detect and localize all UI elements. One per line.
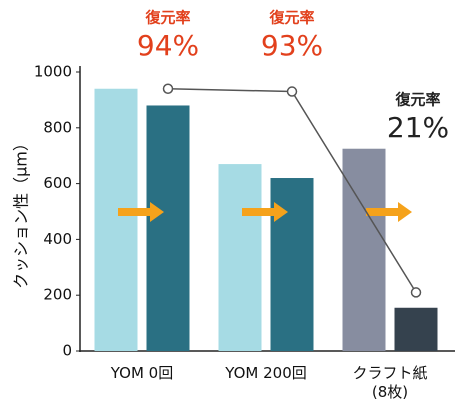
x-tick-label: クラフト紙(8枚): [352, 364, 427, 401]
x-tick-label: YOM 200回: [224, 364, 307, 382]
y-tick-label: 1000: [34, 63, 72, 81]
y-tick-label: 200: [43, 286, 72, 304]
rate-title: 復元率: [268, 9, 314, 27]
rate-title: 復元率: [394, 91, 440, 109]
y-tick-label: 800: [43, 118, 72, 136]
bar: [342, 148, 386, 351]
rate-value: 94%: [137, 29, 199, 62]
rate-point: [162, 83, 174, 94]
arrow: [366, 202, 412, 222]
bar: [146, 105, 190, 351]
x-tick-label: YOM 0回: [110, 364, 173, 382]
rate-point: [286, 86, 298, 97]
y-tick-label: 600: [43, 174, 72, 192]
rate-value: 93%: [261, 29, 323, 62]
bar: [94, 88, 138, 352]
rate-title: 復元率: [144, 9, 190, 27]
arrow: [242, 202, 288, 222]
rate-point: [410, 287, 422, 298]
arrow: [118, 202, 164, 222]
bar: [394, 307, 438, 351]
y-axis-label: クッション性（μm）: [12, 135, 31, 289]
bar: [270, 178, 314, 351]
y-tick-label: 400: [43, 230, 72, 248]
rate-value: 21%: [387, 111, 449, 144]
y-tick-label: 0: [62, 342, 72, 360]
arrows: [118, 202, 412, 222]
bar: [218, 164, 262, 351]
